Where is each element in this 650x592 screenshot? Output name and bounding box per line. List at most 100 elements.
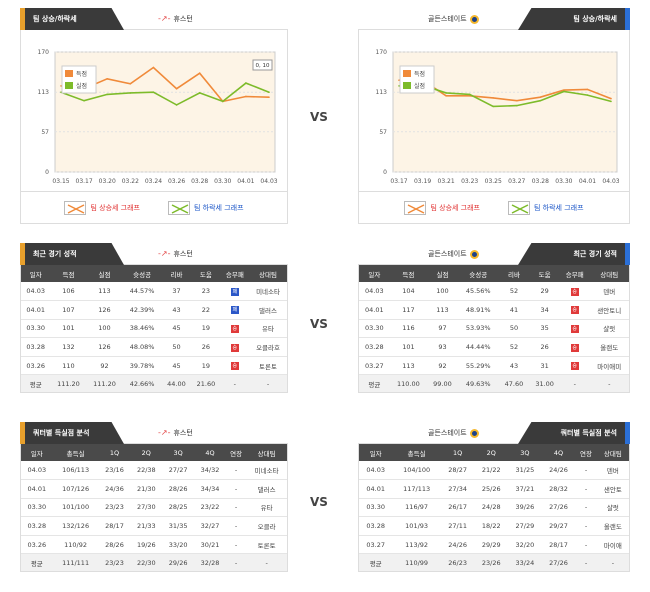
table-cell: 39.78%	[122, 356, 162, 376]
average-cell: 평균	[21, 374, 51, 392]
left-trend-panel: 팀 상승/하락세 -↗- 휴스턴 0 57 113 170 03.15 03.17 03.20…	[20, 8, 288, 224]
table-cell: 27/11	[440, 516, 475, 536]
right-recent-table: 일자 득점 실점 슛성공 리바 도움 승무패 상대팀 04.03 104 100 45.56% 52 29…	[359, 265, 629, 392]
table-cell: 107	[50, 300, 87, 320]
result-badge: 승	[570, 287, 579, 296]
right-legend-down[interactable]: 팀 하락세 그래프	[508, 200, 584, 215]
right-trend-tab[interactable]: 팀 상승/하락세	[518, 8, 630, 30]
left-legend-down[interactable]: 팀 하락세 그래프	[168, 200, 244, 215]
column-header: 총득실	[407, 449, 426, 458]
table-cell: 승	[559, 337, 590, 357]
table-cell: 19	[191, 319, 221, 339]
table-cell: 오클라호	[249, 337, 287, 357]
average-cell: -	[559, 374, 590, 392]
table-cell: 38.46%	[122, 319, 162, 339]
x-tick-label: 04.03	[602, 178, 619, 185]
x-tick-label: 03.20	[99, 178, 116, 185]
left-recent-tab[interactable]: 최근 경기 성적	[20, 243, 124, 265]
table-cell: 113	[389, 356, 428, 376]
table-cell: 03.28	[359, 516, 393, 536]
average-cell: 27/26	[541, 553, 576, 571]
x-tick-label: 03.25	[485, 178, 502, 185]
right-trend-legend: 팀 상승세 그래프 팀 하락세 그래프	[358, 192, 630, 224]
table-row: 03.26 110/92 28/26 19/26 33/20 30/21- 토론토	[21, 535, 287, 555]
column-header: 상대팀	[257, 449, 276, 458]
right-legend-up[interactable]: 팀 상승세 그래프	[404, 200, 480, 215]
average-cell: 111/111	[52, 553, 99, 571]
table-row: 04.03 104 100 45.56% 52 29 승 덴버	[359, 282, 629, 302]
column-header: 4Q	[553, 448, 564, 457]
average-cell: 23/23	[98, 553, 131, 571]
data-point	[539, 96, 542, 98]
left-legend-down-label: 팀 하락세 그래프	[194, 203, 244, 212]
data-point	[245, 95, 247, 98]
average-cell: -	[249, 374, 287, 392]
average-cell: 47.60	[498, 374, 530, 392]
column-header: 상대팀	[259, 270, 277, 279]
table-cell: 110	[50, 356, 87, 376]
left-trend-tab[interactable]: 팀 상승/하락세	[20, 8, 124, 30]
result-badge: 승	[570, 343, 579, 352]
column-header: 일자	[368, 270, 381, 279]
table-cell: 25/26	[474, 479, 509, 499]
average-cell: 평균	[359, 374, 390, 392]
left-trend-chart: 0 57 113 170 03.15 03.17 03.20 03.22 03.24 03.26 0…	[20, 30, 288, 192]
average-cell: 110/99	[392, 553, 441, 571]
table-cell: 23	[191, 282, 221, 302]
average-cell: 110.00	[389, 374, 428, 392]
average-row: 평균 111.20 111.20 42.66% 44.00 21.60- -	[21, 374, 287, 392]
right-quarter-tab[interactable]: 쿼터별 득실점 분석	[518, 422, 630, 444]
right-recent-tab[interactable]: 최근 경기 성적	[518, 243, 630, 265]
table-cell: 03.28	[21, 337, 51, 357]
table-cell: 101/93	[392, 516, 441, 536]
table-cell: 마이애미	[589, 356, 629, 376]
table-cell: 승	[559, 282, 590, 302]
table-row: 03.30 116/97 26/17 24/28 39/26 27/26- 샬럿	[359, 498, 629, 518]
vs-label-3: VS	[310, 495, 328, 509]
data-point	[106, 78, 109, 80]
left-quarter-tab[interactable]: 쿼터별 득실점 분석	[20, 422, 124, 444]
table-cell: 117	[389, 300, 428, 320]
x-tick-label: 03.19	[414, 178, 431, 185]
table-row: 03.30 116 97 53.93% 50 35 승 샬럿	[359, 319, 629, 339]
table-cell: 100	[86, 319, 123, 339]
result-badge: 승	[230, 362, 239, 371]
table-cell: 04.03	[359, 282, 390, 302]
table-cell: 101/100	[52, 498, 99, 518]
down-graph-icon	[168, 200, 190, 215]
average-cell: 111.20	[86, 374, 123, 392]
vs-label-2: VS	[310, 317, 328, 331]
column-header: 연장	[580, 449, 592, 458]
left-legend-up[interactable]: 팀 상승세 그래프	[64, 200, 140, 215]
table-cell: 55.29%	[457, 356, 499, 376]
data-point	[563, 89, 565, 91]
table-cell: 패	[220, 300, 250, 320]
table-row: 04.01 117 113 48.91% 41 34 승 샌안토니	[359, 300, 629, 320]
data-point	[60, 85, 62, 87]
series-line-allowed	[60, 82, 270, 106]
table-cell: 27/26	[541, 498, 576, 518]
y-tick-label: 170	[376, 49, 388, 56]
average-cell: 32/28	[194, 553, 226, 571]
x-tick-label: 03.17	[76, 178, 93, 185]
data-point	[492, 105, 495, 108]
table-cell: 126	[86, 337, 123, 357]
data-point	[539, 99, 542, 102]
x-tick-label: 03.17	[390, 178, 407, 185]
left-recent-table: 일자 득점 실점 슛성공 리바 도움 승무패 상대팀 04.03 106 113 44.57% 37 23…	[21, 265, 287, 392]
table-cell: 50	[161, 337, 192, 357]
table-cell: 113	[86, 282, 123, 302]
table-row: 03.28 132 126 48.08% 50 26 승 오클라호	[21, 337, 287, 357]
left-trend-team: -↗- 휴스턴	[158, 8, 193, 30]
table-cell: -	[225, 516, 247, 536]
table-cell: 토론토	[249, 356, 287, 376]
table-cell: 18/22	[474, 516, 509, 536]
y-tick-label: 57	[41, 129, 49, 136]
table-cell: 97	[427, 319, 458, 339]
x-tick-label: 03.24	[145, 178, 162, 185]
table-cell: 34/34	[194, 479, 226, 499]
table-cell: 04.03	[359, 461, 393, 481]
table-cell: 132/126	[52, 516, 99, 536]
table-cell: 45	[161, 356, 192, 376]
table-cell: 26	[529, 337, 560, 357]
